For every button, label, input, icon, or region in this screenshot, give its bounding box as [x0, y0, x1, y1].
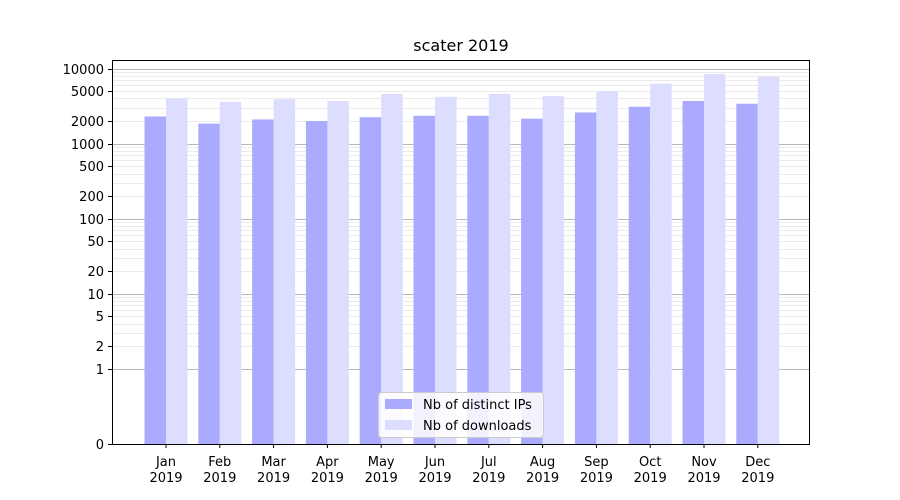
x-tick-label: Dec 2019	[741, 455, 774, 486]
x-tick-label-year: 2019	[203, 471, 236, 486]
bar-downloads-11	[704, 73, 726, 445]
x-tick-label: Jan 2019	[149, 455, 182, 486]
y-tick-label: 10	[87, 288, 104, 303]
x-tick-label-month: Jun	[424, 455, 445, 470]
x-tick-label-year: 2019	[526, 471, 559, 486]
bar-downloads-10	[650, 83, 672, 444]
x-tick-label: Aug 2019	[526, 455, 559, 486]
y-axis: 0 1 2 5 10 20 50 100 200 500 1000 2000 5000 10000	[63, 63, 112, 453]
legend-label: Nb of distinct IPs	[423, 398, 532, 413]
x-tick-label-year: 2019	[418, 471, 451, 486]
y-tick-label: 2	[96, 340, 104, 355]
x-tick-label-month: Nov	[691, 455, 717, 470]
y-tick-label: 500	[79, 160, 104, 175]
bar-downloads-6	[435, 96, 457, 444]
x-tick-label: Jun 2019	[418, 455, 451, 486]
legend-box	[378, 392, 544, 438]
x-tick-label: Nov 2019	[687, 455, 720, 486]
x-tick-label-month: Jan	[155, 455, 176, 470]
bar-downloads-4	[327, 100, 349, 444]
x-tick-label-month: Jul	[480, 455, 497, 470]
x-tick-label-year: 2019	[257, 471, 290, 486]
x-tick-label: Sep 2019	[580, 455, 613, 486]
bar-downloads-2	[219, 101, 242, 445]
x-tick-label: Feb 2019	[203, 455, 236, 486]
x-tick-label-month: Sep	[584, 455, 609, 470]
y-tick-label: 0	[96, 438, 104, 453]
bar-distinct-ips-11	[682, 100, 704, 444]
x-tick-label-month: Mar	[261, 455, 286, 470]
y-tick-label: 50	[87, 235, 104, 250]
bar-downloads-5	[381, 93, 403, 444]
bars-layer	[144, 73, 780, 445]
plot-frame	[112, 60, 810, 445]
bar-downloads-3	[273, 99, 296, 444]
x-tick-label-year: 2019	[311, 471, 344, 486]
y-tick-label: 10000	[63, 63, 104, 78]
bar-distinct-ips-1	[144, 116, 166, 445]
bar-downloads-8	[542, 96, 565, 444]
bar-distinct-ips-4	[305, 121, 328, 444]
bar-downloads-7	[488, 93, 511, 444]
y-tick-label: 20	[87, 265, 104, 280]
x-tick-label-month: Feb	[208, 455, 231, 470]
x-tick-label-year: 2019	[365, 471, 398, 486]
x-tick-label: Jul 2019	[472, 455, 505, 486]
y-tick-label: 1000	[71, 138, 104, 153]
x-tick-label: May 2019	[365, 455, 398, 486]
bar-downloads-12	[757, 76, 780, 445]
x-tick-label-year: 2019	[149, 471, 182, 486]
bar-distinct-ips-8	[521, 118, 543, 444]
x-tick-label-year: 2019	[634, 471, 667, 486]
bar-distinct-ips-2	[198, 123, 220, 445]
y-tick-label: 1	[96, 363, 104, 378]
bar-distinct-ips-9	[574, 112, 597, 445]
bar-distinct-ips-3	[252, 119, 274, 444]
bar-distinct-ips-10	[628, 106, 651, 444]
x-tick-label-year: 2019	[687, 471, 720, 486]
x-tick-label-year: 2019	[580, 471, 613, 486]
y-tick-label: 5	[96, 310, 104, 325]
y-tick-label: 2000	[71, 115, 104, 130]
legend: Nb of distinct IPs Nb of downloads	[378, 392, 544, 438]
bar-distinct-ips-7	[467, 115, 489, 444]
legend-swatch	[385, 420, 412, 430]
x-tick-label-year: 2019	[472, 471, 505, 486]
x-tick-label-month: Dec	[745, 455, 770, 470]
bar-downloads-9	[596, 91, 618, 445]
bar-distinct-ips-12	[736, 103, 758, 444]
bar-downloads-1	[166, 98, 188, 445]
x-tick-label-month: Aug	[530, 455, 555, 470]
x-tick-label: Oct 2019	[634, 455, 667, 486]
x-tick-label: Apr 2019	[311, 455, 344, 486]
y-tick-label: 5000	[71, 85, 104, 100]
x-tick-label-month: Apr	[316, 455, 339, 470]
x-tick-label-year: 2019	[741, 471, 774, 486]
y-tick-label: 100	[79, 213, 104, 228]
bar-distinct-ips-5	[359, 117, 382, 444]
chart-title: scater 2019	[413, 36, 508, 55]
x-tick-label-month: Oct	[639, 455, 661, 470]
legend-label: Nb of downloads	[423, 419, 532, 434]
x-tick-label-month: May	[368, 455, 395, 470]
y-tick-label: 200	[79, 190, 104, 205]
legend-swatch	[385, 399, 412, 409]
x-tick-label: Mar 2019	[257, 455, 290, 486]
bar-distinct-ips-6	[413, 115, 435, 444]
